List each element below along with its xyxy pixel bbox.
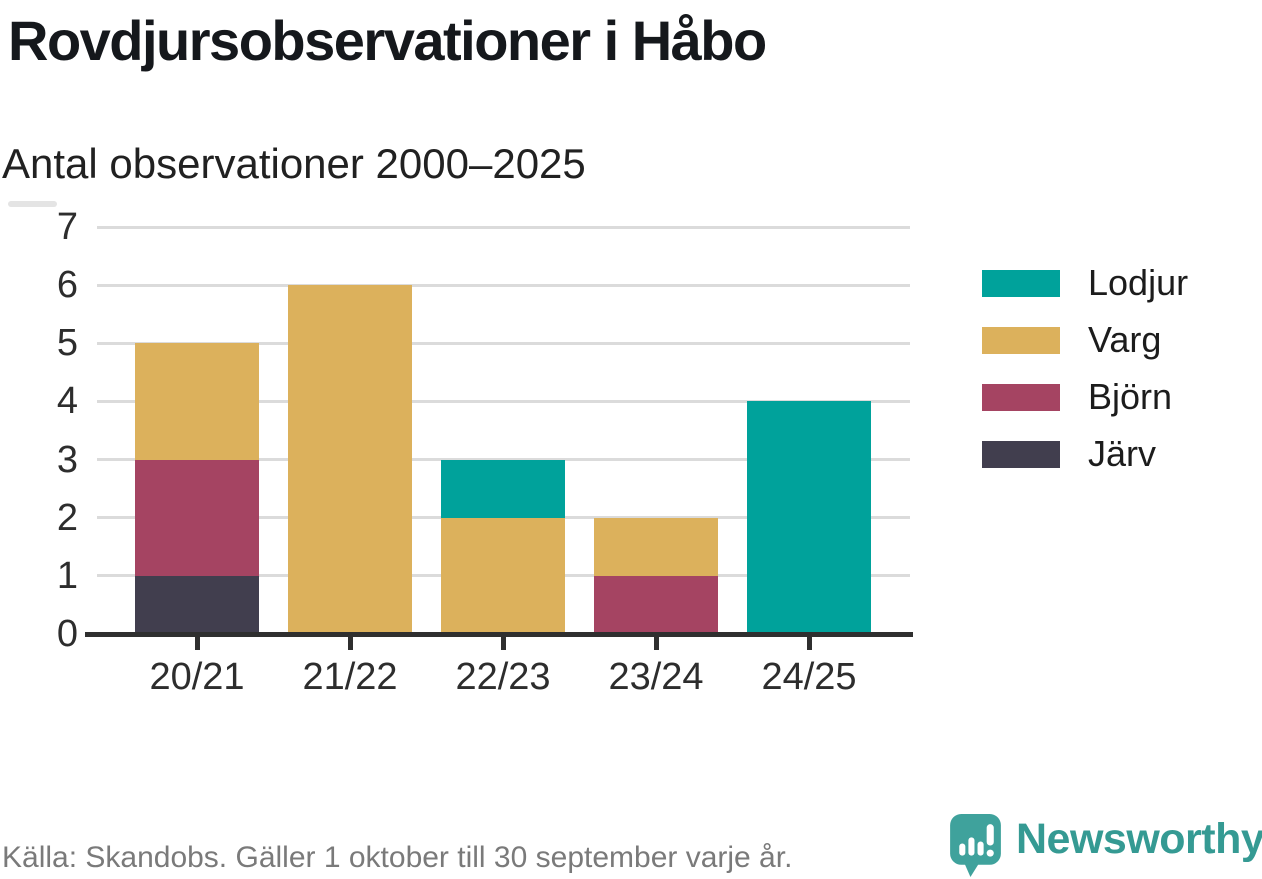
x-axis-tick-label: 21/22 (302, 656, 398, 698)
legend-label: Järv (1088, 433, 1157, 474)
legend-item-järv: Järv (982, 432, 1156, 476)
y-axis-tick-label: 5 (56, 322, 78, 365)
y-axis-tick-label: 6 (56, 264, 78, 307)
decorative-dash (8, 201, 57, 207)
bar-segment-varg-21-22 (288, 285, 412, 634)
y-axis-tick-label: 4 (56, 380, 78, 423)
gridline-y7 (97, 225, 910, 229)
bar-segment-varg-20-21 (135, 343, 259, 460)
legend-swatch-varg (982, 326, 1060, 354)
y-axis-tick-label: 2 (56, 496, 78, 539)
legend-item-björn: Björn (982, 375, 1172, 419)
y-axis-tick-label: 3 (56, 438, 78, 481)
bar-segment-varg-22-23 (441, 517, 565, 634)
x-axis-tick-label: 22/23 (455, 656, 551, 698)
chart-title: Rovdjursobservationer i Håbo (8, 9, 767, 72)
bar-segment-björn-20-21 (135, 459, 259, 576)
bar-segment-björn-23-24 (594, 575, 718, 634)
legend-label: Björn (1088, 376, 1173, 417)
x-axis-tick (806, 637, 812, 650)
x-axis-tick (500, 637, 506, 650)
gridline-y6 (97, 283, 910, 287)
bar-segment-lodjur-22-23 (441, 459, 565, 518)
bar-segment-lodjur-24-25 (747, 401, 871, 634)
source-note: Källa: Skandobs. Gäller 1 oktober till 3… (2, 841, 793, 874)
legend-item-varg: Varg (982, 318, 1161, 362)
y-axis-tick-label: 1 (56, 554, 78, 597)
chart-subtitle: Antal observationer 2000–2025 (2, 140, 586, 187)
legend-label: Varg (1088, 319, 1162, 360)
y-axis-tick-label: 0 (56, 613, 78, 655)
y-axis-tick-label: 7 (56, 206, 78, 248)
bar-segment-järv-20-21 (135, 575, 259, 634)
legend-item-lodjur: Lodjur (982, 261, 1188, 305)
newsworthy-logo: Newsworthy (949, 813, 1262, 878)
x-axis-tick-label: 20/21 (149, 656, 245, 698)
legend-swatch-järv (982, 440, 1060, 468)
gridline-y5 (97, 341, 910, 345)
x-axis-tick-label: 24/25 (761, 656, 857, 698)
bar-segment-varg-23-24 (594, 517, 718, 576)
x-axis-tick (653, 637, 659, 650)
legend-swatch-lodjur (982, 269, 1060, 297)
legend-swatch-björn (982, 383, 1060, 411)
gridline-y4 (97, 399, 910, 403)
legend-label: Lodjur (1088, 262, 1189, 303)
newsworthy-speech-bubble-bar-chart-icon (950, 814, 1001, 877)
brand-name: Newsworthy (1016, 815, 1262, 863)
x-axis-tick (347, 637, 353, 650)
x-axis-tick-label: 23/24 (608, 656, 704, 698)
x-axis-line (85, 632, 913, 637)
x-axis-tick (194, 637, 200, 650)
